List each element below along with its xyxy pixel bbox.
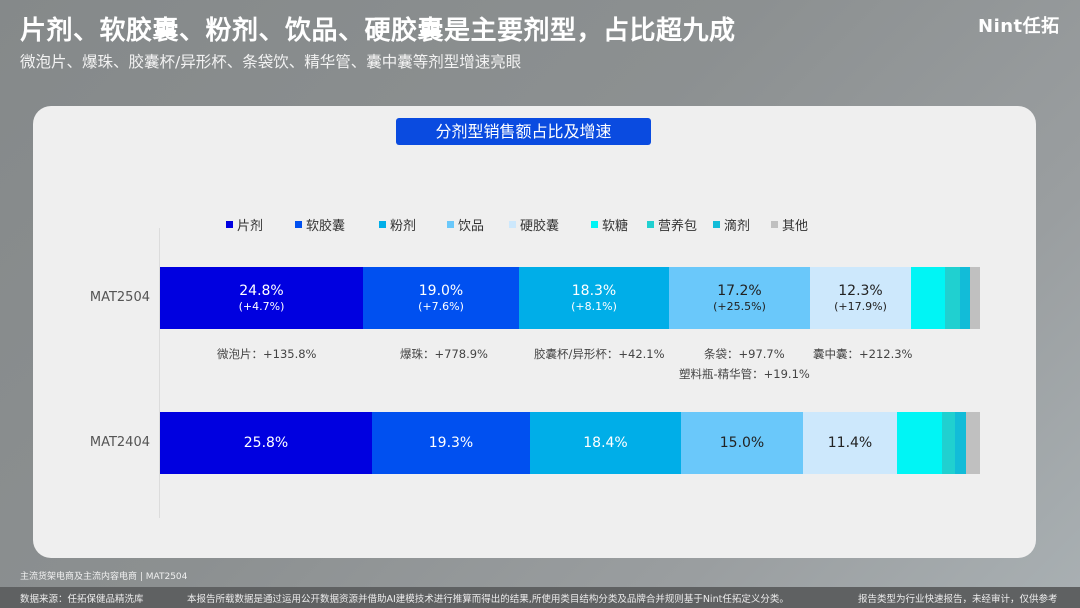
segment-powder: 18.4% <box>530 412 681 474</box>
legend-swatch-icon <box>771 220 778 228</box>
segment-value: 25.8% <box>243 434 289 451</box>
legend-label: 片剂 <box>237 218 264 234</box>
chart-legend: 片剂 软胶囊 粉剂 饮品 硬胶囊 软糖 营养包 滴剂 其他 <box>226 214 821 234</box>
legend-item-powder: 粉剂 <box>379 215 447 234</box>
segment-tablet: 24.8% (+4.7%) <box>160 267 363 329</box>
annotation-stick-pack: 条袋：+97.7% <box>704 347 785 361</box>
segment-other <box>970 267 980 329</box>
segment-value: 19.3% <box>428 434 474 451</box>
bar-mat2504: 24.8% (+4.7%) 19.0% (+7.6%) 18.3% (+8.1%… <box>160 267 980 329</box>
row-label-mat2404: MAT2404 <box>89 435 150 450</box>
y-axis-line <box>159 228 160 518</box>
segment-value: 24.8% <box>239 282 284 299</box>
segment-gummy <box>897 412 942 474</box>
row-label-mat2504: MAT2504 <box>89 290 150 305</box>
legend-label: 滴剂 <box>724 218 751 234</box>
legend-item-other: 其他 <box>771 215 821 234</box>
segment-value: 11.4% <box>827 434 873 451</box>
annotation-capsule-cup: 胶囊杯/异形杯：+42.1% <box>534 347 665 361</box>
legend-item-drink: 饮品 <box>447 215 509 234</box>
segment-value: 17.2% <box>717 282 762 299</box>
brand-logo: Nint任拓 <box>978 16 1060 37</box>
annotation-micro-bubble-tablet: 微泡片：+135.8% <box>217 347 317 361</box>
segment-value: 12.3% <box>838 282 883 299</box>
legend-swatch-icon <box>379 220 386 228</box>
segment-softgel: 19.3% <box>372 412 530 474</box>
segment-nutrition-pack <box>942 412 955 474</box>
legend-swatch-icon <box>295 220 302 228</box>
footer-source: 数据来源：任拓保健品精洗库 <box>20 594 144 605</box>
segment-drops <box>960 267 970 329</box>
legend-label: 其他 <box>782 218 809 234</box>
legend-label: 营养包 <box>658 218 698 234</box>
legend-swatch-icon <box>447 220 454 228</box>
legend-label: 粉剂 <box>390 218 417 234</box>
legend-label: 硬胶囊 <box>520 218 560 234</box>
legend-swatch-icon <box>509 220 516 228</box>
legend-item-softgel: 软胶囊 <box>295 215 379 234</box>
legend-item-drops: 滴剂 <box>713 215 771 234</box>
segment-tablet: 25.8% <box>160 412 372 474</box>
legend-label: 饮品 <box>458 218 485 234</box>
legend-swatch-icon <box>647 220 654 228</box>
legend-label: 软胶囊 <box>306 218 346 234</box>
segment-drink: 17.2% (+25.5%) <box>669 267 810 329</box>
page-subtitle: 微泡片、爆珠、胶囊杯/异形杯、条袋饮、精华管、囊中囊等剂型增速亮眼 <box>20 53 522 71</box>
footer-disclaimer: 本报告所载数据是通过运用公开数据资源并借助AI建模技术进行推算而得出的结果,所使… <box>187 594 789 605</box>
annotation-essence-tube: 塑料瓶-精华管：+19.1% <box>679 367 810 381</box>
segment-gummy <box>911 267 945 329</box>
segment-value: 19.0% <box>418 282 464 299</box>
segment-drops <box>955 412 966 474</box>
segment-hard-capsule: 11.4% <box>803 412 897 474</box>
legend-item-hard-capsule: 硬胶囊 <box>509 215 591 234</box>
segment-drink: 15.0% <box>681 412 803 474</box>
legend-swatch-icon <box>713 220 720 228</box>
chart-title: 分剂型销售额占比及增速 <box>396 118 651 145</box>
segment-softgel: 19.0% (+7.6%) <box>363 267 519 329</box>
annotation-burst-bead: 爆珠：+778.9% <box>400 347 488 361</box>
segment-growth: (+4.7%) <box>238 299 285 313</box>
legend-swatch-icon <box>591 220 598 228</box>
segment-powder: 18.3% (+8.1%) <box>519 267 669 329</box>
chart-card <box>33 106 1036 558</box>
segment-nutrition-pack <box>945 267 960 329</box>
legend-item-nutrition-pack: 营养包 <box>647 215 713 234</box>
segment-other <box>966 412 980 474</box>
segment-value: 18.4% <box>583 434 628 451</box>
legend-label: 软糖 <box>602 218 629 234</box>
page-title: 片剂、软胶囊、粉剂、饮品、硬胶囊是主要剂型，占比超九成 <box>20 16 736 46</box>
data-scope-note: 主流货架电商及主流内容电商 | MAT2504 <box>20 572 188 582</box>
segment-growth: (+25.5%) <box>713 299 766 313</box>
segment-growth: (+8.1%) <box>571 299 617 313</box>
segment-growth: (+17.9%) <box>834 299 887 313</box>
legend-item-tablet: 片剂 <box>226 215 295 234</box>
segment-value: 15.0% <box>719 434 765 451</box>
segment-growth: (+7.6%) <box>418 299 464 313</box>
segment-value: 18.3% <box>571 282 617 299</box>
footer-report-type: 报告类型为行业快速报告，未经审计，仅供参考 <box>858 594 1058 605</box>
legend-item-gummy: 软糖 <box>591 215 647 234</box>
legend-swatch-icon <box>226 220 233 228</box>
footer-bar: 数据来源：任拓保健品精洗库 本报告所载数据是通过运用公开数据资源并借助AI建模技… <box>0 587 1080 608</box>
segment-hard-capsule: 12.3% (+17.9%) <box>810 267 911 329</box>
bar-mat2404: 25.8% 19.3% 18.4% 15.0% 11.4% <box>160 412 980 474</box>
annotation-capsule-in-capsule: 囊中囊：+212.3% <box>813 347 913 361</box>
